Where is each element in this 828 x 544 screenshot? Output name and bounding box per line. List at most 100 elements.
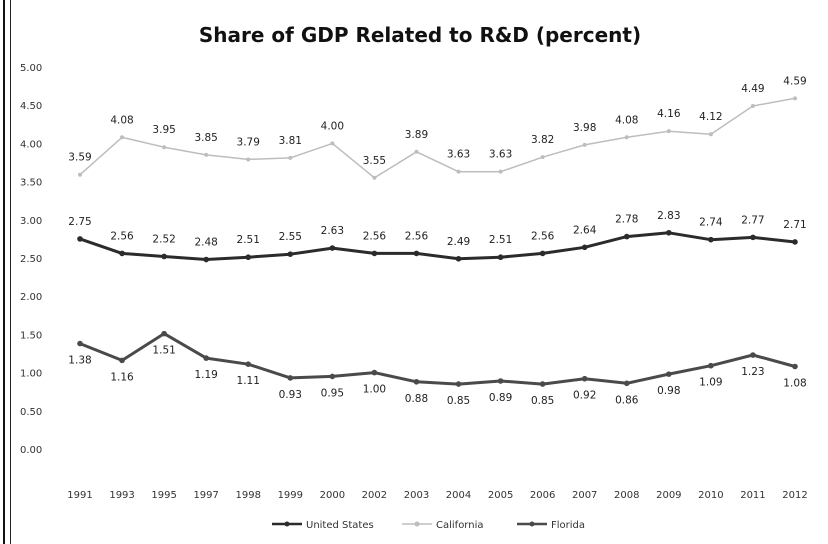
data-label: 1.38 [68,355,91,367]
data-point [162,145,167,150]
x-tick-label: 1999 [278,490,303,501]
data-label: 1.23 [741,366,764,378]
data-label: 2.51 [489,234,512,246]
data-label: 0.88 [405,393,428,405]
y-tick-label: 3.00 [20,216,42,227]
data-point [750,234,756,241]
data-label: 3.95 [152,124,175,136]
data-point [77,340,83,347]
data-label: 2.56 [363,230,387,242]
data-label: 3.89 [405,129,428,141]
data-point [288,155,293,160]
y-tick-label: 2.00 [20,292,42,303]
data-label: 4.16 [657,108,681,120]
data-label: 0.85 [531,395,554,407]
data-point [245,361,252,367]
data-point [413,250,420,257]
data-point [455,255,462,262]
series-line-united-states [79,231,796,261]
chart-title: Share of GDP Related to R&D (percent) [199,23,641,47]
x-tick-label: 2012 [782,490,807,501]
x-tick-label: 2008 [614,490,639,501]
data-label: 4.00 [321,120,344,132]
y-tick-label: 5.00 [20,63,42,74]
data-label: 4.12 [699,111,722,123]
data-point [245,254,252,261]
y-tick-label: 4.00 [20,139,42,150]
legend: United States California Florida [272,520,585,531]
data-point [750,352,756,358]
data-label: 4.49 [741,83,764,95]
data-label: 2.75 [68,216,91,228]
legend-label: United States [306,520,374,531]
data-point [161,330,167,337]
y-tick-label: 3.50 [20,178,42,189]
data-point [329,373,336,380]
data-point [371,250,378,257]
legend-marker [284,521,290,527]
data-label: 2.49 [447,236,470,248]
data-label: 2.52 [152,233,175,245]
data-point [666,371,672,377]
data-label: 0.95 [321,387,344,399]
data-label: 2.51 [237,234,260,246]
data-label: 2.63 [321,225,344,237]
data-point [498,169,503,174]
data-label: 3.63 [489,149,512,161]
data-label: 2.71 [783,219,806,231]
data-label: 0.86 [615,394,639,406]
data-point [413,378,420,385]
data-point [750,103,755,108]
y-tick-label: 4.50 [20,101,42,112]
data-label: 3.79 [237,136,260,148]
data-point [708,362,714,369]
data-label: 1.08 [783,377,806,389]
data-label: 2.56 [110,230,134,242]
data-label: 0.93 [279,389,302,401]
x-tick-label: 1998 [236,490,261,501]
x-tick-label: 1995 [151,490,176,501]
data-label: 3.82 [531,134,554,146]
data-label: 1.09 [699,377,722,389]
data-label: 2.77 [741,214,764,226]
data-point [287,375,294,381]
data-point [708,236,714,243]
data-point [792,363,798,370]
data-label: 3.98 [573,122,596,134]
data-point [708,132,713,137]
data-point [414,149,419,154]
data-point [119,250,125,257]
data-point [120,135,125,140]
data-point [119,357,125,364]
data-label: 3.55 [363,155,386,167]
data-point [581,244,588,251]
data-point [623,380,630,387]
x-axis: 1991 1993 1995 1997 1998 1999 2000 2002 2003 2004… [67,490,807,501]
legend-label: Florida [551,520,585,531]
data-point [371,369,378,376]
data-point [540,155,545,160]
data-point [287,251,294,257]
data-label: 0.89 [489,392,512,404]
x-tick-label: 2003 [404,490,429,501]
legend-marker [414,521,420,527]
data-label: 2.64 [573,224,597,236]
data-point [582,142,587,147]
data-point [539,250,546,257]
data-point [497,378,504,384]
x-tick-label: 2005 [488,490,513,501]
y-axis: 0.00 0.50 1.00 1.50 2.00 2.50 3.00 3.50 4.00 4.50… [20,63,42,456]
data-label: 1.00 [363,384,386,396]
x-tick-label: 1993 [109,490,134,501]
series-lines [77,96,798,387]
data-label: 2.83 [657,210,680,222]
data-label: 3.63 [447,149,470,161]
data-label: 3.85 [194,132,217,144]
data-label: 0.85 [447,395,470,407]
data-label: 1.16 [110,371,134,383]
x-tick-label: 2009 [656,490,681,501]
data-label: 1.19 [194,369,217,381]
data-label: 3.59 [68,152,91,164]
